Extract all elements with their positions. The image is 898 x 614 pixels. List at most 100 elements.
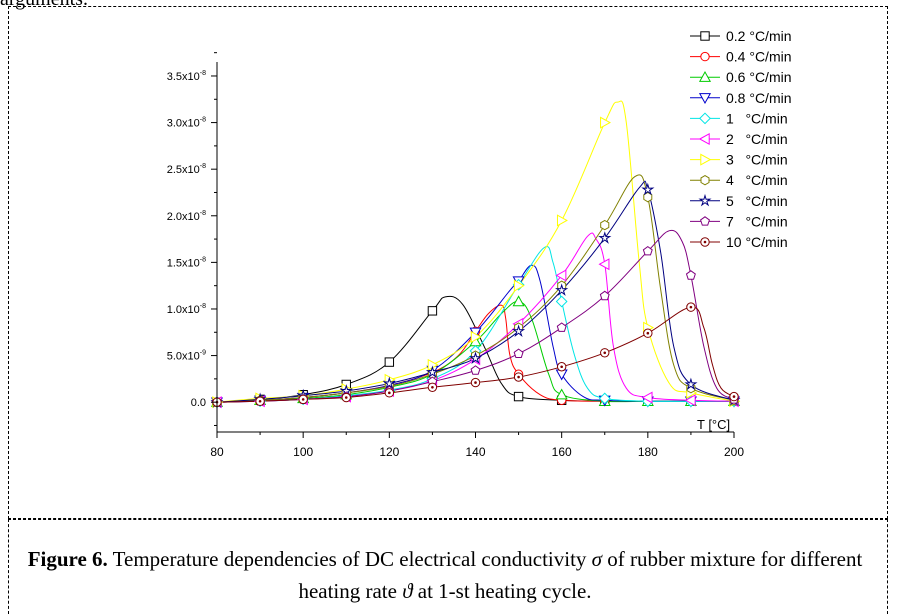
series-11-point-12-dot bbox=[689, 305, 693, 309]
series-10-point-10 bbox=[599, 290, 610, 301]
legend-item-5-marker bbox=[699, 112, 711, 125]
x-tick-label-120: 120 bbox=[379, 445, 399, 459]
series-11-point-3-dot bbox=[301, 398, 305, 401]
series-11-point-2-dot bbox=[258, 399, 262, 403]
legend-item-6-label: 2 °C/min bbox=[726, 131, 788, 147]
top-text: arguments. bbox=[0, 0, 88, 11]
legend-item-4-label: 0.8 °C/min bbox=[726, 90, 792, 106]
series-8-line bbox=[216, 174, 735, 403]
legend-item-1-label: 0.2 °C/min bbox=[726, 28, 792, 44]
series-6-point-12 bbox=[684, 394, 696, 407]
legend-item-1-marker bbox=[700, 31, 710, 41]
y-tick-label-7: 3.5x10-8 bbox=[167, 70, 206, 83]
caption-text-2: of rubber mixture for different heating … bbox=[298, 547, 863, 603]
legend-item-9-marker bbox=[698, 193, 712, 207]
series-11-point-8-dot bbox=[517, 375, 520, 379]
series-8-point-10 bbox=[600, 219, 610, 231]
legend-item-7-marker bbox=[700, 153, 712, 166]
series-5-point-10 bbox=[598, 392, 611, 405]
caption-theta-symbol: ϑ bbox=[402, 579, 413, 603]
series-1-point-6 bbox=[427, 306, 438, 316]
y-tick-label-2: 1.0x10-8 bbox=[167, 303, 206, 316]
series-3-point-8 bbox=[512, 295, 525, 307]
y-tick-label-0: 0.0 bbox=[191, 397, 206, 409]
series-6-point-10 bbox=[598, 258, 610, 271]
series-10-point-9 bbox=[556, 322, 567, 332]
y-tick-label-3: 1.5x10-8 bbox=[167, 256, 206, 269]
legend-item-6-marker bbox=[698, 132, 710, 146]
caption-sigma-symbol: σ bbox=[591, 547, 603, 571]
series-10-point-11 bbox=[642, 245, 653, 256]
series-1-point-5 bbox=[384, 357, 395, 367]
series-11-point-2 bbox=[255, 396, 265, 406]
y-tick-label-1: 5.0x10-9 bbox=[167, 350, 206, 363]
figure-frame bbox=[8, 6, 888, 519]
legend-item-11-label: 10 °C/min bbox=[726, 234, 788, 250]
caption-label: Figure 6. bbox=[27, 547, 108, 571]
series-5-point-9 bbox=[555, 295, 568, 308]
series-11-point-6-dot bbox=[431, 385, 434, 389]
plot-lines bbox=[210, 100, 741, 409]
legend-item-10-label: 7 °C/min bbox=[726, 213, 788, 229]
series-5-line bbox=[216, 246, 734, 403]
series-9-point-11 bbox=[641, 182, 655, 196]
series-9-line bbox=[216, 180, 735, 403]
series-3-point-9 bbox=[555, 388, 568, 400]
legend-item-5-label: 1 °C/min bbox=[726, 110, 788, 126]
series-9-point-7 bbox=[469, 351, 482, 364]
legend-item-3-label: 0.6 °C/min bbox=[726, 69, 792, 85]
caption-separator bbox=[8, 519, 888, 520]
x-tick-label-200: 200 bbox=[724, 445, 744, 459]
series-6-point-11 bbox=[641, 391, 653, 404]
series-8-point-11 bbox=[643, 191, 653, 203]
series-9-point-8 bbox=[511, 324, 526, 338]
legend-item-7-label: 3 °C/min bbox=[726, 152, 788, 168]
series-11-point-4-dot bbox=[344, 396, 348, 399]
series-11-point-11-dot bbox=[646, 331, 650, 335]
x-tick-label-100: 100 bbox=[293, 445, 313, 459]
legend-item-8-marker bbox=[700, 175, 710, 186]
caption-border-left bbox=[8, 519, 9, 614]
figure-caption: Figure 6. Temperature dependencies of DC… bbox=[20, 543, 870, 607]
series-11-line bbox=[216, 306, 735, 403]
legend-item-2-marker bbox=[700, 51, 710, 62]
legend-item-10-marker bbox=[700, 216, 710, 226]
series-11-point-10 bbox=[600, 348, 610, 358]
series-9-point-10 bbox=[598, 231, 612, 244]
caption-text-1: Temperature dependencies of DC electrica… bbox=[107, 547, 592, 571]
series-11-point-4 bbox=[341, 392, 351, 403]
series-11-point-5-dot bbox=[388, 391, 391, 395]
series-9-point-12 bbox=[684, 377, 698, 391]
series-10-point-8 bbox=[513, 348, 524, 358]
legend-item-9-label: 5 °C/min bbox=[726, 193, 788, 209]
y-tick-label-5: 2.5x10-8 bbox=[167, 163, 206, 176]
series-11-point-9-dot bbox=[560, 365, 563, 369]
series-11-point-13 bbox=[729, 391, 739, 402]
x-tick-label-80: 80 bbox=[210, 445, 224, 459]
series-11-point-10-dot bbox=[603, 351, 607, 355]
caption-border-right bbox=[887, 519, 888, 614]
series-11-point-7 bbox=[470, 377, 481, 388]
series-11-point-3 bbox=[298, 394, 308, 405]
series-7-point-8 bbox=[513, 279, 525, 292]
series-11-point-13-dot bbox=[732, 395, 736, 398]
series-3-line bbox=[216, 300, 734, 403]
axes: 80 100 120 140 160 180 200 T [°C] 0.0 5.0x10-9 1.0… bbox=[167, 52, 744, 459]
series-11-point-9 bbox=[556, 362, 567, 372]
legend-item-4-marker bbox=[698, 93, 712, 105]
series-6-point-9 bbox=[555, 269, 567, 282]
series-7-point-10 bbox=[600, 116, 611, 129]
series-9-point-6 bbox=[425, 365, 440, 379]
series-11-point-6 bbox=[427, 382, 438, 392]
series-7-point-7 bbox=[470, 330, 482, 343]
legend-item-11-marker bbox=[700, 237, 710, 247]
legend-item-3-marker bbox=[698, 70, 712, 82]
legend: 0.2 °C/min 0.4 °C/min 0.6 °C/min 0.8 °C/min… bbox=[690, 28, 792, 250]
legend-item-8-label: 4 °C/min bbox=[726, 172, 788, 188]
legend-item-11-marker-dot bbox=[703, 240, 707, 244]
series-9-point-9 bbox=[555, 283, 569, 296]
series-10-point-7 bbox=[470, 365, 481, 375]
x-axis-label: T [°C] bbox=[697, 417, 730, 432]
y-tick-label-6: 3.0x10-8 bbox=[167, 117, 206, 130]
